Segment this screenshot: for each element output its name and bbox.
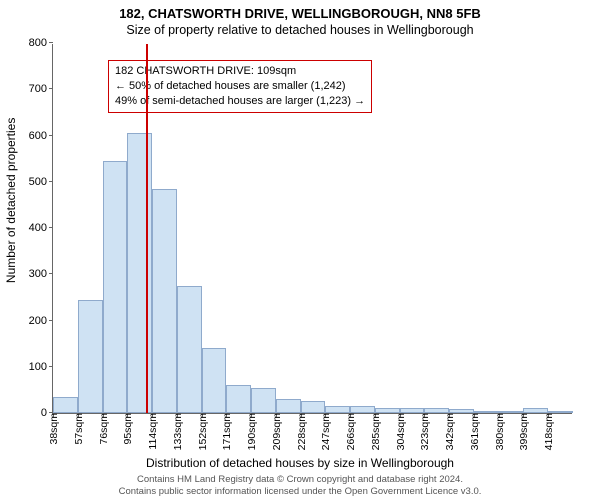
x-tick-label: 114sqm — [145, 413, 159, 450]
x-tick-label: 418sqm — [541, 413, 555, 450]
x-tick-label: 380sqm — [492, 413, 506, 450]
histogram-bar — [301, 401, 326, 413]
annotation-box: 182 CHATSWORTH DRIVE: 109sqm ← 50% of de… — [108, 60, 372, 113]
histogram-bar — [103, 161, 128, 413]
property-marker-line — [146, 44, 148, 413]
x-tick-label: 133sqm — [170, 413, 184, 450]
x-tick-label: 399sqm — [516, 413, 530, 450]
x-tick-label: 285sqm — [368, 413, 382, 450]
y-tick-label: 500 — [29, 176, 53, 188]
histogram-bar — [78, 300, 103, 413]
y-tick-label: 200 — [29, 315, 53, 327]
y-tick-label: 700 — [29, 83, 53, 95]
y-tick-label: 400 — [29, 222, 53, 234]
y-tick-label: 600 — [29, 130, 53, 142]
x-tick-label: 323sqm — [417, 413, 431, 450]
annotation-line: 182 CHATSWORTH DRIVE: 109sqm — [115, 64, 365, 79]
x-tick-label: 95sqm — [120, 413, 134, 445]
footer-line: Contains HM Land Registry data © Crown c… — [0, 474, 600, 486]
x-tick-label: 228sqm — [294, 413, 308, 450]
chart-title: 182, CHATSWORTH DRIVE, WELLINGBOROUGH, N… — [0, 0, 600, 21]
histogram-bar — [350, 406, 375, 413]
x-tick-label: 171sqm — [219, 413, 233, 450]
footer-attribution: Contains HM Land Registry data © Crown c… — [0, 474, 600, 498]
chart-container: 182, CHATSWORTH DRIVE, WELLINGBOROUGH, N… — [0, 0, 600, 500]
histogram-bar — [226, 385, 251, 413]
histogram-bar — [325, 406, 350, 413]
histogram-bar — [177, 286, 202, 413]
y-axis-label: Number of detached properties — [4, 118, 18, 283]
x-tick-label: 190sqm — [244, 413, 258, 450]
plot-area: 182 CHATSWORTH DRIVE: 109sqm ← 50% of de… — [52, 44, 572, 414]
histogram-bar — [53, 397, 78, 413]
x-tick-label: 152sqm — [195, 413, 209, 450]
annotation-line: ← 50% of detached houses are smaller (1,… — [115, 79, 365, 94]
x-tick-label: 361sqm — [467, 413, 481, 450]
histogram-bar — [251, 388, 276, 413]
annotation-line: 49% of semi-detached houses are larger (… — [115, 94, 365, 109]
footer-line: Contains public sector information licen… — [0, 486, 600, 498]
x-tick-label: 57sqm — [71, 413, 85, 445]
x-axis-label: Distribution of detached houses by size … — [0, 456, 600, 470]
chart-subtitle: Size of property relative to detached ho… — [0, 21, 600, 37]
histogram-bar — [152, 189, 177, 413]
x-tick-label: 38sqm — [46, 413, 60, 445]
x-tick-label: 76sqm — [96, 413, 110, 445]
y-tick-label: 100 — [29, 361, 53, 373]
y-tick-label: 300 — [29, 268, 53, 280]
x-tick-label: 247sqm — [318, 413, 332, 450]
histogram-bar — [276, 399, 301, 413]
histogram-bar — [202, 348, 227, 413]
x-tick-label: 304sqm — [393, 413, 407, 450]
x-tick-label: 342sqm — [442, 413, 456, 450]
histogram-bar — [127, 133, 152, 413]
x-tick-label: 209sqm — [269, 413, 283, 450]
y-tick-label: 800 — [29, 37, 53, 49]
x-tick-label: 266sqm — [343, 413, 357, 450]
